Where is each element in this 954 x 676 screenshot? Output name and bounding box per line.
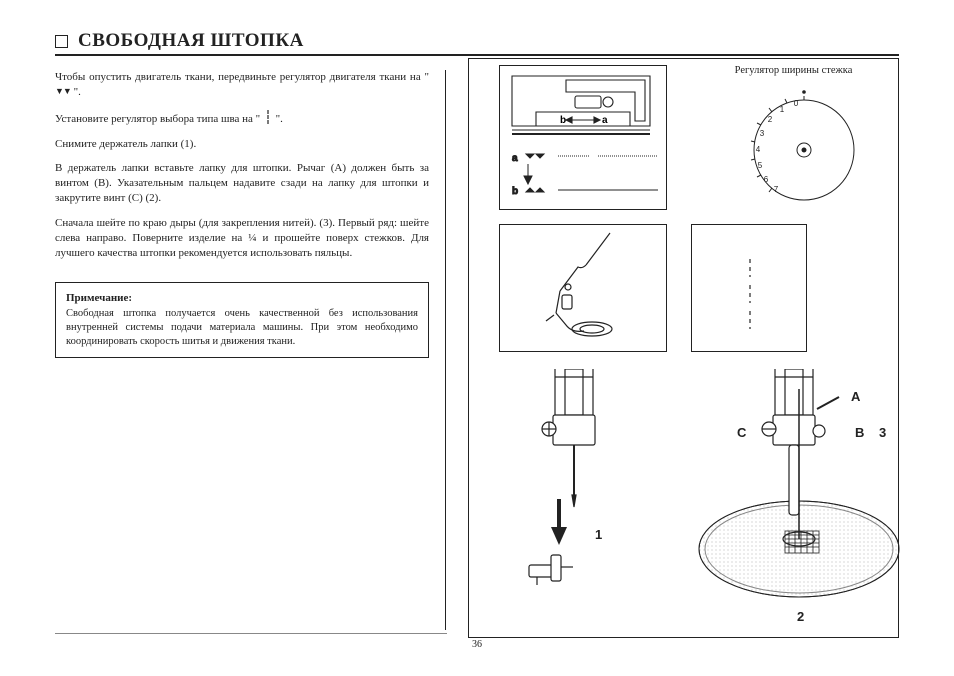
svg-text:0: 0 [793,99,798,108]
text-column: Чтобы опустить двигатель ткани, передвин… [55,70,435,630]
machine-setting-svg: b a a b [500,66,668,211]
illustration-frame: b a a b [468,58,899,638]
figure-machine-setting: b a a b [499,65,667,210]
figure-remove-holder: 1 [499,369,667,609]
title-bullet-box [55,35,68,48]
para-1b: ". [74,86,81,98]
remove-holder-svg [499,369,667,609]
stitch-straight-icon [263,110,273,124]
stitch-pattern-svg [692,225,808,353]
figure-stitch-width-dial: Регулятор ширины стежка 0 1 [691,65,896,210]
label-2: 2 [797,609,804,624]
svg-text:4: 4 [755,145,760,154]
illustration-column: b a a b [456,70,899,630]
label-1: 1 [595,527,602,542]
figure-darning-foot-side [499,224,667,352]
label-C: C [737,425,746,440]
bottom-rule [55,633,447,634]
darning-foot-side-svg [500,225,668,353]
page-title: СВОБОДНАЯ ШТОПКА [78,30,304,52]
para-stitch-selector: Установите регулятор выбора типа шва на … [55,110,429,127]
label-3: 3 [879,425,886,440]
para-1a: Чтобы опустить двигатель ткани, передвин… [55,71,429,83]
svg-text:a: a [512,153,518,164]
svg-text:5: 5 [757,161,762,170]
svg-text:b: b [512,186,518,197]
dial-title: Регулятор ширины стежка [691,65,896,76]
label-a-top: a [602,115,608,126]
label-B: B [855,425,864,440]
column-divider [445,70,446,630]
para-sew: Сначала шейте по краю дыры (для закрепле… [55,216,429,261]
svg-text:1: 1 [779,105,784,114]
darning-action-svg [679,369,904,629]
para-insert-foot: В держатель лапки вставьте лапку для што… [55,161,429,206]
para-remove-holder: Снимите держатель лапки (1). [55,137,429,152]
feed-dog-down-icon: ▼▼ [55,85,71,97]
svg-text:6: 6 [763,175,768,184]
para-feed-dogs: Чтобы опустить двигатель ткани, передвин… [55,70,429,100]
title-row: СВОБОДНАЯ ШТОПКА [55,30,899,56]
note-box: Примечание: Свободная штопка получается … [55,282,429,358]
page-number: 36 [55,639,899,650]
svg-text:7: 7 [773,185,778,194]
figure-darning-action: A B 3 C 2 [679,369,904,629]
label-A: A [851,389,860,404]
dial-svg: 0 1 2 3 4 5 6 7 [724,78,864,208]
note-body: Свободная штопка получается очень качест… [66,307,418,350]
para-2b: ". [276,113,283,125]
para-2a: Установите регулятор выбора типа шва на … [55,113,260,125]
figure-stitch-pattern [691,224,807,352]
label-b-top: b [560,115,566,126]
svg-text:3: 3 [759,129,764,138]
svg-text:2: 2 [767,115,772,124]
note-title: Примечание: [66,292,132,304]
